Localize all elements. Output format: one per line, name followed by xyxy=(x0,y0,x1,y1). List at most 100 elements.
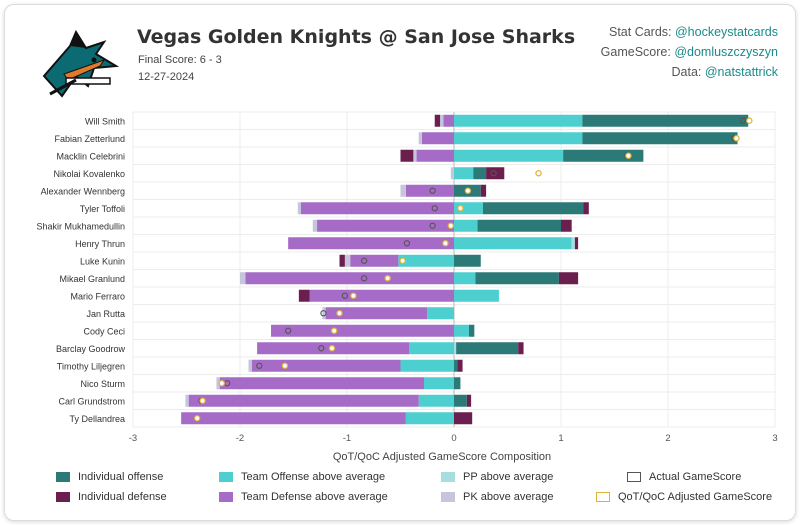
bar-individual-offense xyxy=(477,219,561,232)
x-tick-label: -1 xyxy=(343,433,351,444)
bar-individual-defense xyxy=(457,359,463,372)
legend-label: Team Offense above average xyxy=(241,471,386,483)
bar-individual-offense xyxy=(582,114,749,127)
bar-team-defense xyxy=(181,412,406,425)
actual-gamescore-marker xyxy=(318,345,325,352)
bar-team-offense xyxy=(418,394,454,407)
bar-team-defense xyxy=(317,219,454,232)
bar-team-offense xyxy=(454,237,572,250)
player-name: Alexander Wennberg xyxy=(41,186,125,196)
legend-label: Individual offense xyxy=(78,471,164,483)
actual-gamescore-marker xyxy=(360,275,368,282)
credit-label: Data: xyxy=(671,65,705,79)
legend-label: QoT/QoC Adjusted GameScore xyxy=(618,491,773,503)
bar-team-defense xyxy=(288,237,454,250)
bar-pk xyxy=(344,254,351,267)
adjusted-gamescore-marker xyxy=(218,379,226,387)
credit-handle-link[interactable]: @domluszczyszyn xyxy=(674,45,778,59)
actual-gamescore-marker xyxy=(256,362,263,369)
bar-pk xyxy=(248,359,252,372)
legend-swatch xyxy=(56,492,70,502)
bar-individual-offense xyxy=(468,324,475,337)
bar-team-offense xyxy=(454,114,583,127)
chart-title: Vegas Golden Knights @ San Jose Sharks xyxy=(137,26,576,48)
bar-team-defense xyxy=(421,132,454,145)
actual-gamescore-marker xyxy=(284,327,292,334)
player-name: Macklin Celebrini xyxy=(56,151,125,161)
credit-handle-link[interactable]: @natstattrick xyxy=(704,65,778,79)
adjusted-gamescore-marker xyxy=(350,292,357,299)
bar-team-defense xyxy=(309,289,454,302)
bar-individual-offense xyxy=(454,254,481,267)
legend-swatch xyxy=(441,492,455,502)
bar-individual-defense xyxy=(561,219,572,232)
player-name: Cody Ceci xyxy=(83,326,125,336)
bar-team-defense xyxy=(188,394,419,407)
actual-gamescore-marker xyxy=(320,310,327,317)
bar-pk xyxy=(240,272,246,285)
bar-individual-defense xyxy=(480,184,487,197)
credit-handle-link[interactable]: @hockeystatcards xyxy=(674,25,778,39)
bar-individual-defense xyxy=(486,167,505,180)
adjusted-gamescore-marker xyxy=(625,152,632,159)
x-tick-label: 0 xyxy=(451,433,456,444)
player-name: Ty Dellandrea xyxy=(69,414,125,424)
bar-team-offense xyxy=(424,377,454,390)
player-name: Shakir Mukhamedullin xyxy=(36,221,125,231)
bar-team-defense xyxy=(245,272,454,285)
adjusted-gamescore-marker xyxy=(281,362,289,369)
bar-individual-offense xyxy=(454,359,458,372)
x-tick-label: 3 xyxy=(772,433,777,444)
player-name: Jan Rutta xyxy=(86,309,125,319)
bar-team-offense xyxy=(427,307,454,320)
player-name: Will Smith xyxy=(85,116,125,126)
game-date: 12-27-2024 xyxy=(138,71,195,83)
bar-pk xyxy=(413,149,417,162)
legend-item-individual-offense: Individual offense xyxy=(56,471,163,483)
actual-gamescore-marker xyxy=(429,222,436,229)
adjusted-gamescore-marker xyxy=(199,397,206,404)
bar-pp xyxy=(571,237,575,250)
bar-pk xyxy=(418,132,422,145)
x-tick-label: 2 xyxy=(665,433,670,444)
player-name: Barclay Goodrow xyxy=(56,344,126,354)
bar-individual-defense xyxy=(583,202,589,215)
bar-team-offense xyxy=(409,342,454,355)
bar-individual-defense xyxy=(298,289,310,302)
x-axis-label: QoT/QoC Adjusted GameScore Composition xyxy=(333,451,551,463)
player-name: Nikolai Kovalenko xyxy=(53,169,125,179)
legend-label: PK above average xyxy=(463,491,554,503)
bar-team-defense xyxy=(443,114,454,127)
legend-item-team-defense: Team Defense above average xyxy=(219,491,388,503)
bar-individual-defense xyxy=(454,412,473,425)
legend-label: Team Defense above average xyxy=(241,491,388,503)
bar-pk xyxy=(322,307,326,320)
player-name: Luke Kunin xyxy=(80,256,125,266)
adjusted-gamescore-marker xyxy=(733,134,740,142)
x-tick-label: -2 xyxy=(236,433,244,444)
bar-pk xyxy=(216,377,220,390)
bar-individual-defense xyxy=(518,342,524,355)
adjusted-gamescore-marker xyxy=(336,309,343,317)
legend-swatch xyxy=(219,492,233,502)
legend-item-individual-defense: Individual defense xyxy=(56,491,167,503)
bar-team-offense xyxy=(454,219,478,232)
x-tick-label: -3 xyxy=(129,433,137,444)
bar-team-offense xyxy=(405,412,454,425)
bar-individual-offense xyxy=(475,272,559,285)
legend-swatch xyxy=(56,472,70,482)
bar-team-offense xyxy=(454,167,474,180)
bar-individual-offense xyxy=(454,377,461,390)
san-jose-sharks-logo xyxy=(42,29,120,98)
actual-gamescore-marker xyxy=(360,257,368,264)
legend-item-adjusted: QoT/QoC Adjusted GameScore xyxy=(596,491,772,503)
adjusted-gamescore-marker xyxy=(442,239,449,247)
bar-pk xyxy=(440,114,444,127)
adjusted-gamescore-marker xyxy=(328,344,336,352)
bar-pk xyxy=(312,219,318,232)
bar-team-defense xyxy=(300,202,454,215)
legend-item-actual: Actual GameScore xyxy=(627,471,741,483)
bar-team-defense xyxy=(325,307,428,320)
bar-team-offense xyxy=(454,149,564,162)
bar-team-offense xyxy=(454,272,476,285)
